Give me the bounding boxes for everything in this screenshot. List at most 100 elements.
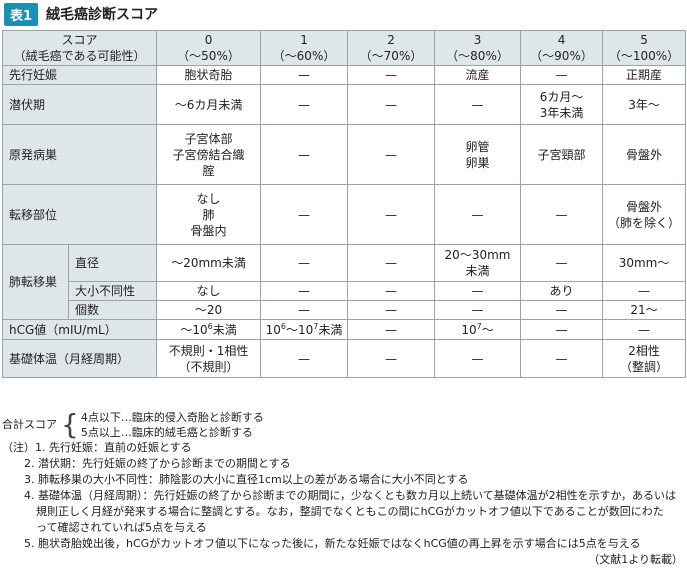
table-cell: なし 肺 骨盤内 xyxy=(156,184,262,245)
table-row: 肺転移巣 直径 〜20mm未満 — — 20〜30mm 未満 — 30mm〜 xyxy=(2,244,687,320)
table-cell: — xyxy=(347,339,436,378)
table-cell: — xyxy=(347,300,436,320)
row-label: 転移部位 xyxy=(1,184,158,245)
title-row: 表1 絨毛癌診断スコア xyxy=(4,2,159,26)
table-cell: — xyxy=(602,319,687,340)
table-cell: — xyxy=(434,281,522,301)
row-label: 直径 xyxy=(67,244,158,282)
table-row: 原発病巣 子宮体部 子宮傍結合織 腟 — — 卵管 卵巣 子宮頸部 骨盤外 xyxy=(1,124,687,185)
table-cell: 〜6カ月未満 xyxy=(156,84,262,125)
table-cell: なし xyxy=(156,281,262,301)
row-label: 個数 xyxy=(67,300,158,320)
table-cell: 2相性 （整調） xyxy=(602,339,687,378)
table-number-badge: 表1 xyxy=(4,2,39,26)
table-cell: 骨盤外 xyxy=(602,124,687,185)
table-cell: 子宮頸部 xyxy=(520,124,604,185)
table-cell: 胞状奇胎 xyxy=(156,65,262,85)
note-line: （注）1. 先行妊娠：直前の妊娠とする xyxy=(2,441,192,454)
table-cell: 骨盤外 （肺を除く） xyxy=(602,184,687,245)
table-cell: — xyxy=(260,281,349,301)
table-cell: — xyxy=(347,84,436,125)
table-cell: — xyxy=(347,281,436,301)
table-cell: — xyxy=(260,300,349,320)
table-cell: 卵管 卵巣 xyxy=(434,124,522,185)
table-row: 基礎体温（月経周期） 不規則・1相性 （不規則） — — — — 2相性 （整調… xyxy=(1,339,687,378)
score-table: スコア （絨毛癌である可能性） 0 （〜50%） 1 （〜60%） 2 （〜70%） … xyxy=(1,30,687,378)
table-cell: — xyxy=(434,84,522,125)
row-label: 基礎体温（月経周期） xyxy=(1,339,158,378)
table-cell: — xyxy=(260,184,349,245)
header-score-2: 2 （〜70%） xyxy=(347,30,436,66)
header-score-label: スコア （絨毛癌である可能性） xyxy=(1,30,158,66)
table-cell: あり xyxy=(520,281,604,301)
table-cell: 21〜 xyxy=(602,300,687,320)
total-score-block: 合計スコア { 4点以下…臨床的侵入奇胎と診断する 5点以上…臨床的絨毛癌と診断… xyxy=(0,410,687,440)
table-cell: — xyxy=(347,124,436,185)
note-line: 3. 肺転移巣の大小不同性：肺陰影の大小に直径1cm以上の差がある場合に大小不同… xyxy=(24,473,469,486)
table-row: 先行妊娠 胞状奇胎 — — 流産 — 正期産 xyxy=(1,65,687,85)
table-cell: — xyxy=(347,319,436,340)
table-cell: — xyxy=(520,339,604,378)
row-label: 潜伏期 xyxy=(1,84,158,125)
table-cell: 〜20 xyxy=(156,300,262,320)
header-score-0: 0 （〜50%） xyxy=(156,30,262,66)
header-score-5: 5 （〜100%） xyxy=(602,30,687,66)
note-line: 規則正しく月経が発来する場合に整調とする。なお，整調でなくともこの間にhCGがカ… xyxy=(36,505,664,518)
table-header-row: スコア （絨毛癌である可能性） 0 （〜50%） 1 （〜60%） 2 （〜70%） … xyxy=(1,30,687,66)
table-cell: 〜106未満 xyxy=(156,319,262,340)
table-cell: 20〜30mm 未満 xyxy=(434,244,522,282)
table-cell: — xyxy=(260,65,349,85)
table-title: 絨毛癌診断スコア xyxy=(46,7,159,23)
table-cell: — xyxy=(347,244,436,282)
table-cell: 6カ月〜 3年未満 xyxy=(520,84,604,125)
table-cell: — xyxy=(260,339,349,378)
table-cell: — xyxy=(260,244,349,282)
header-score-1: 1 （〜60%） xyxy=(260,30,349,66)
table-cell: 流産 xyxy=(434,65,522,85)
table-cell: — xyxy=(260,124,349,185)
note-line: 5. 胞状奇胎娩出後，hCGがカットオフ値以下になった後に，新たな妊娠ではなくh… xyxy=(24,537,641,550)
total-score-line: 4点以下…臨床的侵入奇胎と診断する xyxy=(80,411,264,424)
table-cell: — xyxy=(434,339,522,378)
total-score-line: 5点以上…臨床的絨毛癌と診断する xyxy=(80,426,253,439)
note-line: 2. 潜伏期：先行妊娠の終了から診断までの期間とする xyxy=(24,457,291,470)
table-cell: — xyxy=(520,300,604,320)
note-line: って確認されていれば5点を与える xyxy=(36,521,207,534)
table-cell: — xyxy=(520,244,604,282)
row-label: 原発病巣 xyxy=(1,124,158,185)
table-cell: — xyxy=(434,184,522,245)
table-cell: 不規則・1相性 （不規則） xyxy=(156,339,262,378)
table-row: hCG値（mIU/mL） 〜106未満 106〜107未満 — 107〜 — — xyxy=(1,319,687,340)
table-cell: — xyxy=(520,65,604,85)
row-label: hCG値（mIU/mL） xyxy=(1,319,158,340)
header-label2: （絨毛癌である可能性） xyxy=(13,49,146,63)
table-cell: — xyxy=(520,319,604,340)
table-cell: 正期産 xyxy=(602,65,687,85)
lung-metastasis-label: 肺転移巣 xyxy=(2,244,69,320)
header-score-3: 3 （〜80%） xyxy=(434,30,522,66)
header-label1: スコア xyxy=(61,33,98,47)
table-cell: — xyxy=(602,281,687,301)
table-cell: 107〜 xyxy=(434,319,522,340)
table-row: 大小不同性 なし — — — あり — xyxy=(3,281,687,301)
table-cell: — xyxy=(434,300,522,320)
notes-section: 合計スコア { 4点以下…臨床的侵入奇胎と診断する 5点以上…臨床的絨毛癌と診断… xyxy=(0,410,687,568)
table-cell: — xyxy=(347,65,436,85)
table-row: 潜伏期 〜6カ月未満 — — — 6カ月〜 3年未満 3年〜 xyxy=(1,84,687,125)
header-score-4: 4 （〜90%） xyxy=(520,30,604,66)
note-line: 4. 基礎体温（月経周期）：先行妊娠の終了から診断までの期間に，少なくとも数カ月… xyxy=(24,489,676,502)
table-cell: 106〜107未満 xyxy=(260,319,349,340)
table-row: 転移部位 なし 肺 骨盤内 — — — — 骨盤外 （肺を除く） xyxy=(1,184,687,245)
table-cell: — xyxy=(520,184,604,245)
table-cell: 3年〜 xyxy=(602,84,687,125)
table-row: 個数 〜20 — — — — 21〜 xyxy=(3,300,687,320)
table-cell: 子宮体部 子宮傍結合織 腟 xyxy=(156,124,262,185)
table-cell: 30mm〜 xyxy=(602,244,687,282)
source-citation: （文献1より転載） xyxy=(588,553,683,566)
row-label: 先行妊娠 xyxy=(1,65,158,85)
brace-icon: { xyxy=(61,408,79,441)
table-cell: — xyxy=(260,84,349,125)
total-score-label: 合計スコア xyxy=(2,418,57,431)
row-label: 大小不同性 xyxy=(67,281,158,301)
table-cell: 〜20mm未満 xyxy=(156,244,262,282)
